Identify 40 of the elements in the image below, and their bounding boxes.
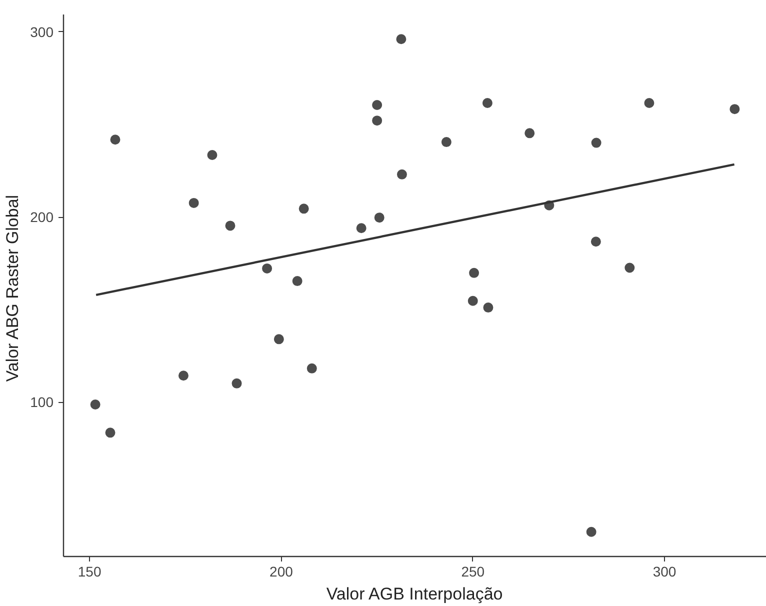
- y-tick-label: 200: [30, 209, 54, 226]
- point: [396, 169, 407, 180]
- point: [105, 428, 116, 438]
- point: [110, 134, 120, 145]
- point: [372, 100, 382, 110]
- x-tick-label: 200: [270, 564, 294, 580]
- point: [483, 302, 494, 313]
- point: [468, 296, 478, 306]
- point: [262, 263, 272, 274]
- point: [469, 268, 480, 278]
- y-axis-title: Valor ABG Raster Global: [3, 194, 22, 382]
- point: [188, 198, 199, 208]
- point: [374, 212, 384, 223]
- point: [178, 370, 188, 381]
- point: [292, 276, 302, 286]
- point: [225, 220, 236, 231]
- point: [356, 223, 366, 234]
- point: [372, 116, 382, 126]
- point: [591, 138, 602, 148]
- point: [274, 334, 284, 344]
- point: [524, 128, 535, 138]
- y-tick-label: 100: [30, 394, 54, 410]
- point: [298, 204, 309, 214]
- x-tick-label: 300: [652, 564, 676, 580]
- y-tick-label: 300: [30, 24, 54, 40]
- point: [396, 34, 406, 44]
- point: [590, 236, 601, 247]
- x-tick-label: 150: [78, 564, 102, 580]
- x-axis-title: Valor AGB Interpolação: [326, 584, 503, 604]
- point: [482, 98, 492, 108]
- point: [306, 363, 317, 374]
- point: [644, 98, 654, 108]
- point: [232, 378, 242, 388]
- point: [207, 150, 218, 160]
- point: [586, 526, 596, 537]
- point: [441, 137, 452, 148]
- point: [730, 104, 740, 114]
- point: [624, 262, 635, 273]
- x-tick-label: 250: [461, 564, 485, 580]
- point: [90, 400, 100, 410]
